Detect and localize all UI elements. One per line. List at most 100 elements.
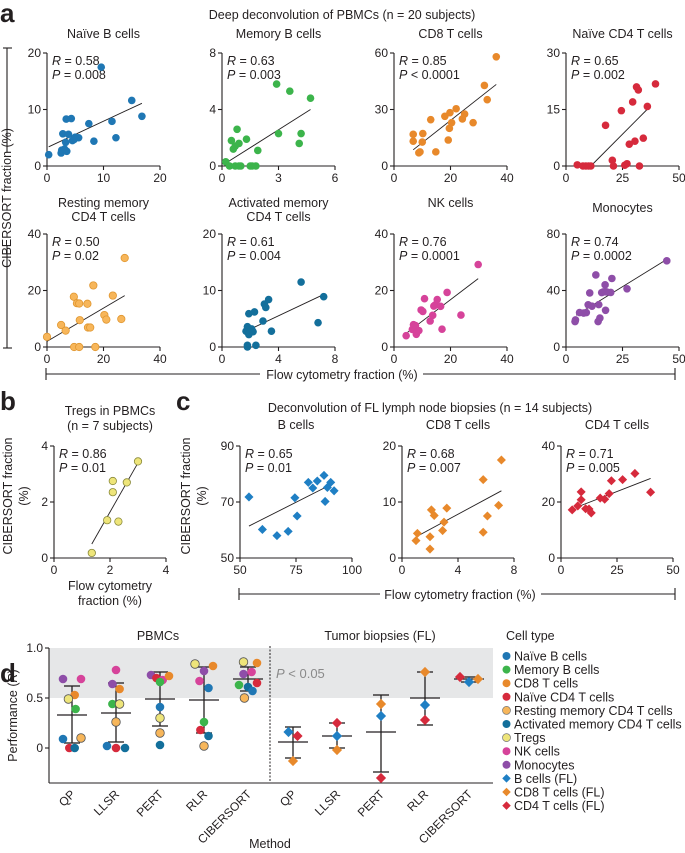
data-point: [416, 148, 424, 156]
legend-item: Activated memory CD4 T cells: [502, 718, 682, 732]
y-tick-label: 0: [34, 159, 41, 173]
y-tick-label: 1.0: [26, 641, 43, 655]
panel-a-xlabel: Flow cytometry fraction (%): [266, 368, 417, 382]
scatter-panel-a1: Naïve B cells 0 10 20 0 10 20 R = 0.58P = 0.008: [28, 27, 167, 185]
method-group-pbmc-qp: [57, 674, 87, 753]
data-point: [419, 714, 431, 726]
data-point: [248, 686, 257, 696]
y-tick-label: 30: [547, 46, 561, 60]
data-point: [474, 260, 482, 269]
y-tick-label: 40: [28, 227, 42, 241]
data-point: [252, 678, 262, 688]
data-point: [58, 734, 68, 744]
data-point: [117, 314, 126, 324]
regression-line: [417, 490, 502, 537]
r-value: R = 0.65: [571, 54, 619, 68]
data-point: [111, 717, 121, 727]
data-point: [631, 137, 639, 145]
data-point: [75, 342, 84, 352]
data-point: [234, 680, 244, 690]
data-point: [297, 278, 305, 286]
data-point: [662, 257, 671, 265]
r-value: R = 0.61: [227, 235, 275, 249]
scatter-panel-a7: NK cells 0 20 40 0 20 40 R = 0.76P = 0.0001: [375, 196, 514, 366]
regression-line: [91, 462, 139, 545]
data-point: [630, 468, 640, 478]
data-point: [233, 125, 241, 134]
data-point: [90, 137, 98, 145]
legend-marker-icon: [502, 747, 511, 756]
r-value: R = 0.76: [399, 235, 447, 249]
data-point: [250, 308, 259, 316]
data-point: [608, 156, 617, 165]
legend-title: Cell type: [506, 629, 555, 643]
data-point: [409, 137, 418, 145]
r-value: R = 0.63: [227, 54, 275, 68]
panel-label-c: c: [176, 386, 190, 416]
data-point: [419, 129, 427, 138]
r-value: R = 0.74: [571, 235, 619, 249]
panel-d-performance-chart: P < 0.05 0 0.5 1.0 Performance (R) PBMCs Tumor…: [6, 629, 682, 851]
data-point: [89, 281, 98, 290]
data-point: [239, 669, 248, 679]
data-point: [164, 671, 174, 681]
legend-label: B cells (FL): [514, 772, 577, 786]
data-point: [199, 717, 209, 727]
legend-label: CD8 T cells: [514, 677, 578, 691]
data-point: [249, 327, 257, 336]
legend-item: NK cells: [502, 745, 560, 759]
data-point: [496, 455, 506, 465]
p-value: P = 0.007: [407, 461, 461, 475]
data-point: [292, 730, 303, 742]
plot-title: Memory B cells: [236, 27, 321, 41]
y-tick-label: 0: [34, 340, 41, 354]
x-tick-label: 40: [153, 352, 167, 366]
x-axis-label: Method: [249, 837, 291, 851]
data-point: [331, 744, 343, 756]
data-point: [196, 725, 205, 735]
data-point: [61, 326, 70, 335]
data-point: [606, 288, 615, 297]
data-point: [319, 292, 328, 301]
y-tick-label: 70: [221, 495, 235, 509]
x-tick-label: 25: [616, 171, 630, 185]
data-point: [114, 517, 123, 526]
data-point: [138, 112, 146, 121]
x-tick-label: 0: [44, 171, 51, 185]
data-point: [199, 741, 209, 751]
data-point: [634, 86, 643, 94]
data-point: [127, 96, 136, 105]
legend-item: CD8 T cells: [502, 677, 578, 691]
data-point: [646, 487, 656, 497]
plot-title: Naïve B cells: [67, 27, 140, 41]
data-point: [454, 671, 466, 683]
data-point: [208, 661, 218, 671]
data-point: [426, 317, 434, 325]
panel-a-xlabel-bracket: Flow cytometry fraction (%): [45, 368, 676, 382]
group-title-pbmcs: PBMCs: [137, 629, 179, 643]
plot-title: CD8 T cells: [426, 418, 490, 432]
data-point: [155, 713, 165, 723]
legend-item: CD8 T cells (FL): [502, 786, 605, 800]
scatter-panel-a6: Activated memory CD4 T cells 0 4 8 0 10 20 R = 0…: [203, 196, 339, 366]
data-point: [155, 702, 165, 712]
x-tick-label: 50: [672, 171, 685, 185]
data-point: [86, 323, 95, 332]
legend-item: CD4 T cells (FL): [502, 799, 605, 813]
legend-marker-icon: [502, 774, 511, 783]
legend-item: B cells (FL): [502, 772, 577, 786]
y-tick-label: 90: [221, 439, 235, 453]
data-point: [120, 253, 129, 263]
r-value: R = 0.65: [245, 447, 293, 461]
data-point: [115, 684, 124, 694]
data-point: [439, 517, 449, 527]
panel-a-ylabel: CIBERSORT fraction (%): [0, 128, 14, 268]
y-tick-label: 0: [553, 159, 560, 173]
data-point: [409, 130, 418, 139]
data-point: [71, 704, 80, 714]
data-point: [411, 536, 421, 546]
y-tick-label: 0: [41, 551, 48, 565]
data-point: [412, 528, 422, 538]
legend-item: Tregs: [502, 731, 546, 745]
